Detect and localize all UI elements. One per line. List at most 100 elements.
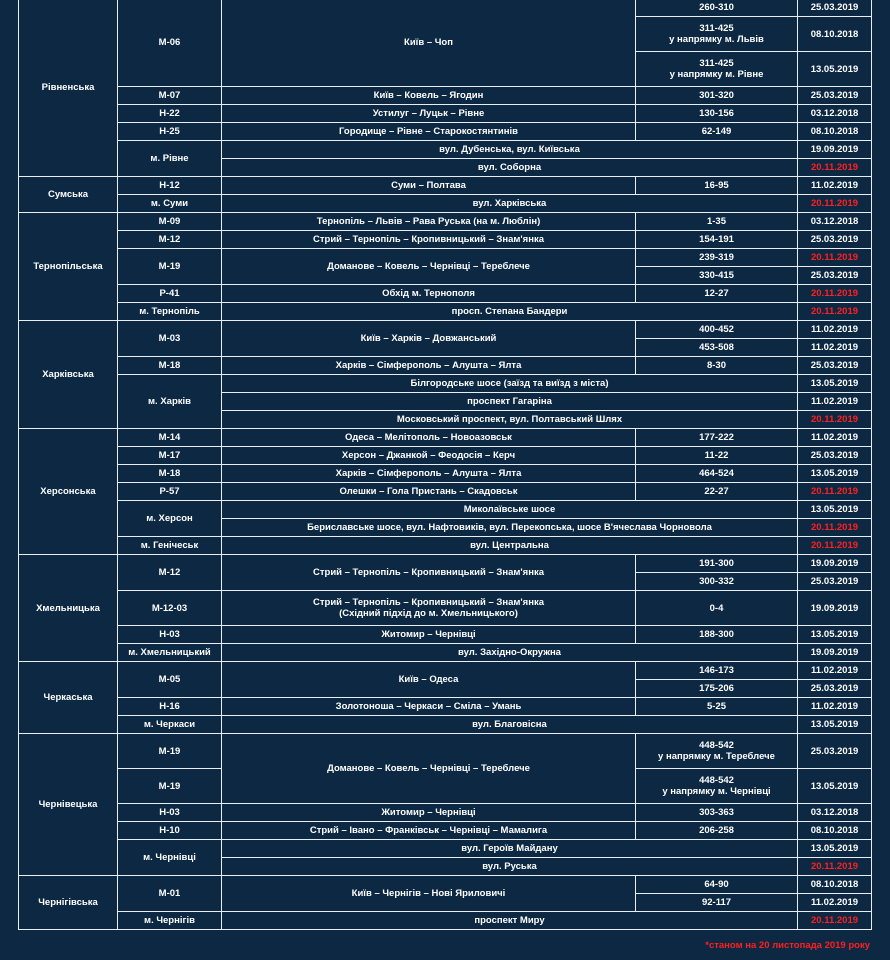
road-code-cell: М-01 <box>117 875 222 912</box>
date-cell: 11.02.2019 <box>797 697 872 716</box>
date-cell: 08.10.2018 <box>797 821 872 840</box>
km-range: 448-542 <box>699 740 734 751</box>
date: 25.03.2019 <box>810 683 859 694</box>
km-cell: 22-27 <box>635 482 798 501</box>
date-cell: 19.09.2019 <box>797 643 872 662</box>
region-cell: Сумська <box>18 176 118 213</box>
table-row: Харківська М-03 Київ – Харків – Довжанськи… <box>18 320 872 429</box>
road-name-cell: Київ – Чернігів – Нові Яриловичі <box>221 875 636 912</box>
km-range: 453-508 <box>699 342 734 353</box>
table-row: Тернопільська М-09 Тернопіль – Львів – Рав… <box>18 212 872 321</box>
table-row: Чернігівська М-01 Київ – Чернігів – Нові Я… <box>18 875 872 930</box>
road-code-cell: Н-03 <box>117 625 222 644</box>
table-row: Херсонська М-14 Одеса – Мелітополь – Новоа… <box>18 428 872 555</box>
region-name: Черкаська <box>43 692 93 703</box>
date-cell: 20.11.2019 <box>797 518 872 537</box>
region-cell: Чернігівська <box>18 875 118 930</box>
date: 20.11.2019 <box>810 162 859 173</box>
km-range: 464-524 <box>699 468 734 479</box>
road-code-cell: Н-12 <box>117 176 222 195</box>
road-name-cell: Стрий – Тернопіль – Кропивницький – Знам… <box>221 590 636 626</box>
km-cell: 92-117 <box>635 893 798 912</box>
date-cell: 25.03.2019 <box>797 86 872 105</box>
road-code-cell: М-17 <box>117 446 222 465</box>
street-name: проспект Гагаріна <box>467 396 552 407</box>
date: 08.10.2018 <box>810 28 859 40</box>
km-range: 303-363 <box>699 807 734 818</box>
date: 19.09.2019 <box>810 647 859 658</box>
road-name-cell: Одеса – Мелітополь – Новоазовськ <box>221 428 636 447</box>
street-name: проспект Миру <box>474 915 545 926</box>
date: 20.11.2019 <box>810 486 859 497</box>
date: 19.09.2019 <box>810 144 859 155</box>
table-row: Чернівецька М-19 Доманове – Ковель – Черні… <box>18 733 872 876</box>
date-cell: 25.03.2019 <box>797 230 872 249</box>
km-range: 330-415 <box>699 270 734 281</box>
road-code-cell: М-12 <box>117 554 222 591</box>
road-code-cell: М-19 <box>117 248 222 285</box>
date-cell: 03.12.2018 <box>797 104 872 123</box>
road-name-cell: Харків – Сімферополь – Алушта – Ялта <box>221 464 636 483</box>
road-code-cell: М-14 <box>117 428 222 447</box>
km-range: 154-191 <box>699 234 734 245</box>
region-cell: Чернівецька <box>18 733 118 876</box>
date-cell: 11.02.2019 <box>797 176 872 195</box>
date-cell: 20.11.2019 <box>797 482 872 501</box>
road-code: М-06 <box>158 37 181 48</box>
table-row: Н-25 Городище – Рівне – Старокостянтинів 6… <box>19 122 872 141</box>
street-cell: Московський проспект, вул. Полтавський Ш… <box>221 410 798 429</box>
date: 25.03.2019 <box>810 90 859 101</box>
city-cell: м. Чернівці <box>117 839 222 876</box>
table-row: м. Генічеськ вул. Центральна 20.11.2019 <box>19 536 872 555</box>
region-cell: Черкаська <box>18 661 118 734</box>
road-name: Київ – Чоп <box>404 37 453 48</box>
date: 25.03.2019 <box>810 576 859 587</box>
street-name: вул. Благовісна <box>472 719 547 730</box>
city-cell: м. Черкаси <box>117 715 222 734</box>
road-code-cell: Н-16 <box>117 697 222 716</box>
km-cell: 154-191 <box>635 230 798 249</box>
table-row: Н-22 Устилуг – Луцьк – Рівне 130-156 03.12.… <box>19 104 872 123</box>
road-name: Обхід м. Тернополя <box>382 288 475 299</box>
road-name: Київ – Харків – Довжанський <box>360 333 497 344</box>
city-cell: м. Херсон <box>117 500 222 537</box>
date: 25.03.2019 <box>810 234 859 245</box>
city-name: м. Херсон <box>146 513 193 524</box>
road-code: Р-41 <box>159 288 180 299</box>
km-cell: 191-300 <box>635 554 798 573</box>
road-code-cell: М-19 <box>117 768 222 804</box>
road-code-cell: М-18 <box>117 464 222 483</box>
table-row: Р-41 Обхід м. Тернополя 12-27 20.11.2019 <box>19 284 872 303</box>
street-name: вул. Дубенська, вул. Київська <box>439 144 580 155</box>
road-name-note: (Східний підхід до м. Хмельницького) <box>339 608 518 619</box>
km-cell: 453-508 <box>635 338 798 357</box>
city-name: м. Чернігів <box>144 915 195 926</box>
road-name: Стрий – Тернопіль – Кропивницький – Знам… <box>313 597 544 608</box>
date: 13.05.2019 <box>810 719 859 730</box>
street-cell: вул. Дубенська, вул. Київська <box>221 140 798 159</box>
km-cell: 177-222 <box>635 428 798 447</box>
city-cell: м. Генічеськ <box>117 536 222 555</box>
table-body: Рівненська М-06 Київ – Чоп 260-310 25.03.201… <box>18 0 872 930</box>
road-code: Н-03 <box>159 629 180 640</box>
region-name: Харківська <box>42 369 94 380</box>
date: 11.02.2019 <box>810 665 859 676</box>
road-code: М-19 <box>158 780 181 792</box>
date: 13.05.2019 <box>810 629 859 640</box>
table-row: м. Чернівці вул. Героїв Майдану 13.05.2019 <box>19 839 872 876</box>
road-name: Київ – Чернігів – Нові Яриловичі <box>351 888 506 899</box>
table-row: 311-425 у напрямку м. Рівне 13.05.2019 <box>19 51 872 87</box>
road-code: М-12 <box>158 234 181 245</box>
date: 19.09.2019 <box>810 602 859 614</box>
date: 13.05.2019 <box>810 468 859 479</box>
road-name-cell: Житомир – Чернівці <box>221 625 636 644</box>
table-row: 92-117 11.02.2019 <box>19 893 872 912</box>
km-note: у напрямку м. Тереблече <box>658 751 775 762</box>
km-range: 62-149 <box>701 126 732 137</box>
date: 11.02.2019 <box>810 324 859 335</box>
footnote: *станом на 20 листопада 2019 року <box>705 940 870 951</box>
road-name-cell: Стрий – Івано – Франківськ – Чернівці – … <box>221 821 636 840</box>
road-name: Одеса – Мелітополь – Новоазовськ <box>345 432 512 443</box>
date-cell: 13.05.2019 <box>797 464 872 483</box>
km-range: 64-90 <box>704 879 729 890</box>
